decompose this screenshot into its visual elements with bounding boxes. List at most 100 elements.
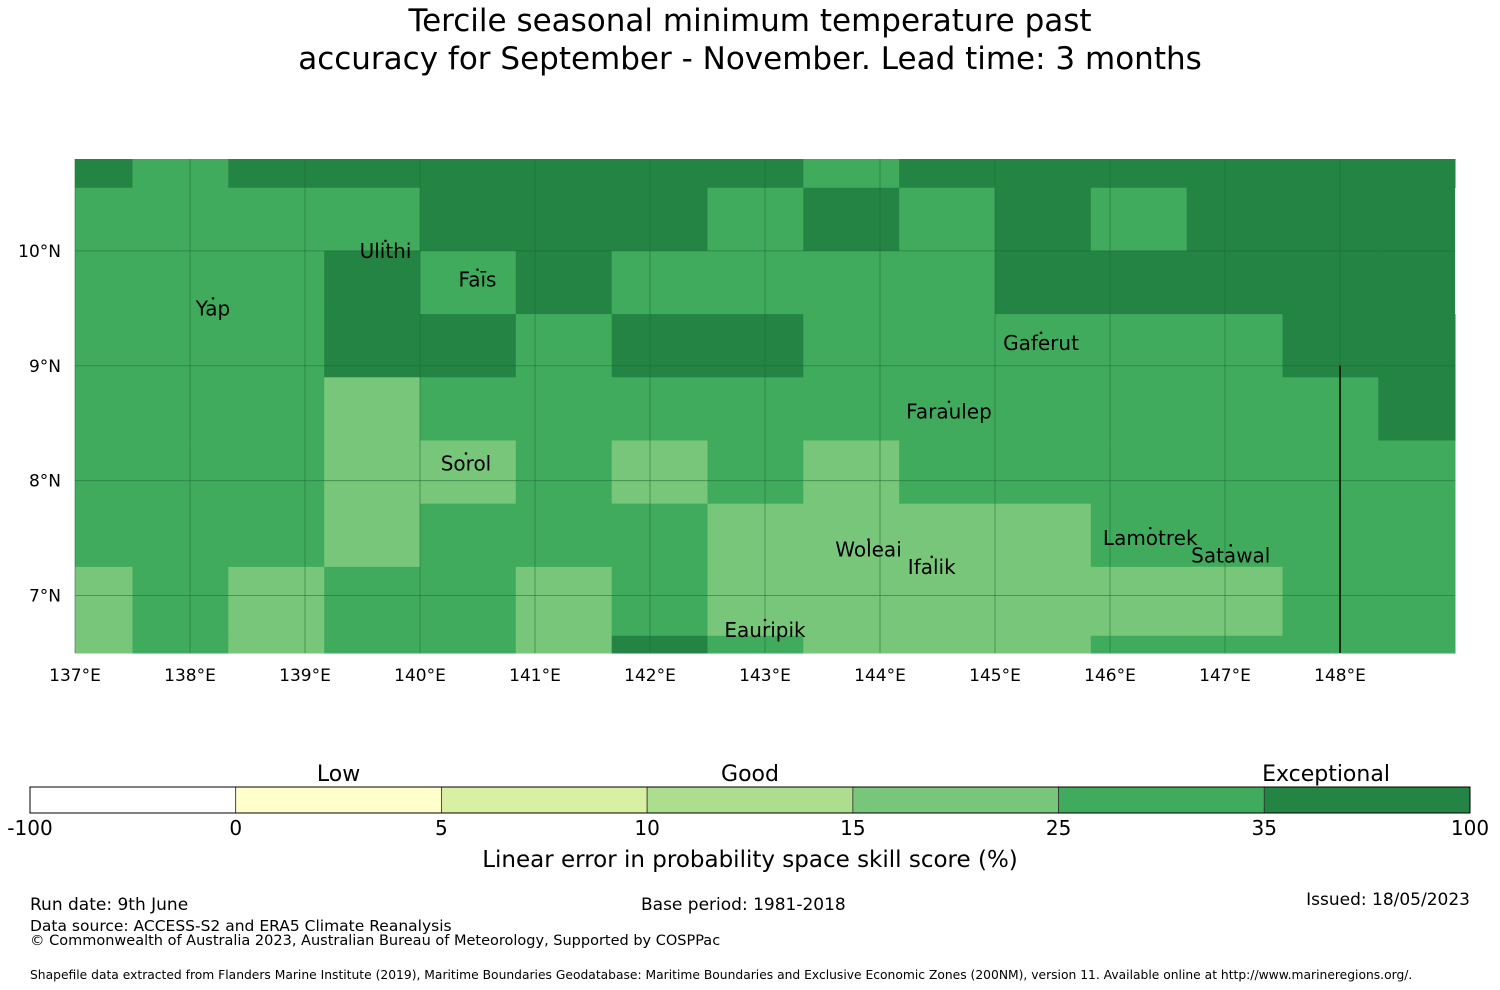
grid-cell [1090, 440, 1188, 505]
skill-grid [75, 159, 1456, 654]
grid-cell [995, 187, 1092, 252]
grid-cell [1090, 314, 1188, 378]
data-source: Data source: ACCESS-S2 and ERA5 Climate … [30, 917, 452, 935]
grid-cell [899, 503, 996, 568]
grid-cell [75, 250, 133, 315]
x-tick-label: 137°E [49, 666, 101, 686]
grid-cell [1378, 503, 1456, 568]
island-label: Sorol [441, 451, 492, 475]
grid-cell [1282, 314, 1379, 378]
run-date: Run date: 9th June [30, 895, 189, 915]
grid-cell [515, 314, 613, 378]
island-marker [763, 618, 767, 622]
colorbar-bin [235, 786, 442, 814]
grid-cell [707, 159, 804, 189]
x-tick-label: 145°E [969, 666, 1021, 686]
island-marker [476, 268, 479, 271]
x-tick-label: 140°E [394, 666, 446, 686]
grid-cell [324, 159, 421, 189]
grid-cell [75, 159, 133, 189]
grid-cell [324, 187, 421, 252]
x-tick-label: 139°E [279, 666, 331, 686]
colorbar-tick-label: -100 [7, 816, 52, 840]
grid-cell [995, 503, 1092, 568]
grid-cell [420, 440, 517, 505]
colorbar-tick-label: 25 [1046, 816, 1071, 840]
grid-cell [1282, 159, 1379, 189]
colorbar-bin [1263, 786, 1471, 814]
grid-cell [611, 503, 708, 568]
grid-cell [515, 159, 613, 189]
grid-cell [995, 440, 1092, 505]
grid-cell [995, 250, 1092, 315]
grid-cell [1186, 440, 1283, 505]
grid-cell [132, 314, 229, 378]
grid-cell [1090, 159, 1188, 189]
y-tick-label: 10°N [18, 242, 61, 262]
grid-cell [515, 187, 613, 252]
grid-cell [515, 635, 613, 654]
grid-cell [75, 440, 133, 505]
grid-cell [420, 635, 517, 654]
island-marker [930, 555, 934, 559]
island-label: Lamotrek [1103, 526, 1198, 550]
grid-cell [75, 314, 133, 378]
grid-cell [420, 250, 517, 315]
grid-cell [995, 314, 1092, 378]
y-tick-label: 8°N [29, 472, 61, 492]
map-title: Tercile seasonal minimum temperature pas… [0, 2, 1500, 78]
shapefile-credit: Shapefile data extracted from Flanders M… [30, 968, 1413, 982]
grid-cell [995, 635, 1092, 654]
grid-cell [132, 159, 229, 189]
island-marker [464, 452, 468, 455]
grid-cell [899, 314, 996, 378]
grid-cell [611, 440, 708, 505]
island-label: Eauripik [724, 618, 806, 642]
grid-cell [1282, 187, 1379, 252]
grid-cell [1186, 377, 1283, 441]
colorbar-tick-label: 100 [1451, 816, 1489, 840]
grid-cell [611, 377, 708, 441]
grid-cell [611, 635, 708, 654]
grid-cell [1090, 635, 1188, 654]
colorbar-tick-label: 5 [435, 816, 448, 840]
grid-cell [1378, 566, 1456, 637]
grid-cell [515, 377, 613, 441]
grid-cell [228, 159, 325, 189]
grid-cell [420, 377, 517, 441]
grid-cell [1186, 503, 1283, 568]
grid-cell [803, 250, 900, 315]
grid-cell [611, 314, 708, 378]
grid-cell [707, 440, 804, 505]
colorbar-category-label: Low [317, 762, 360, 787]
grid-cell [1282, 377, 1379, 441]
grid-cell [803, 314, 900, 378]
grid-cell [1090, 566, 1188, 637]
grid-cell [611, 187, 708, 252]
grid-cell [132, 566, 229, 637]
island-label: Gaferut [1003, 331, 1079, 355]
grid-cell [995, 566, 1092, 637]
grid-cell [1090, 187, 1188, 252]
grid-cell [1186, 314, 1283, 378]
base-period: Base period: 1981-2018 [641, 895, 846, 915]
grid-cell [803, 440, 900, 505]
grid-cell [1090, 250, 1188, 315]
colorbar-category-label: Good [721, 762, 779, 787]
grid-cell [899, 440, 996, 505]
colorbar-bin [1058, 786, 1265, 814]
colorbar-bin [646, 786, 854, 814]
colorbar-tick-label: 0 [229, 816, 242, 840]
grid-cell [899, 635, 996, 654]
title-line-1: Tercile seasonal minimum temperature pas… [408, 3, 1092, 39]
grid-cell [228, 187, 325, 252]
grid-cell [803, 377, 900, 441]
grid-cell [1282, 566, 1379, 637]
grid-cell [611, 250, 708, 315]
grid-cell [803, 187, 900, 252]
island-label: Faraulep [906, 400, 992, 424]
grid-cell [707, 187, 804, 252]
grid-cell [132, 250, 229, 315]
grid-cell [707, 503, 804, 568]
grid-cell [707, 314, 804, 378]
